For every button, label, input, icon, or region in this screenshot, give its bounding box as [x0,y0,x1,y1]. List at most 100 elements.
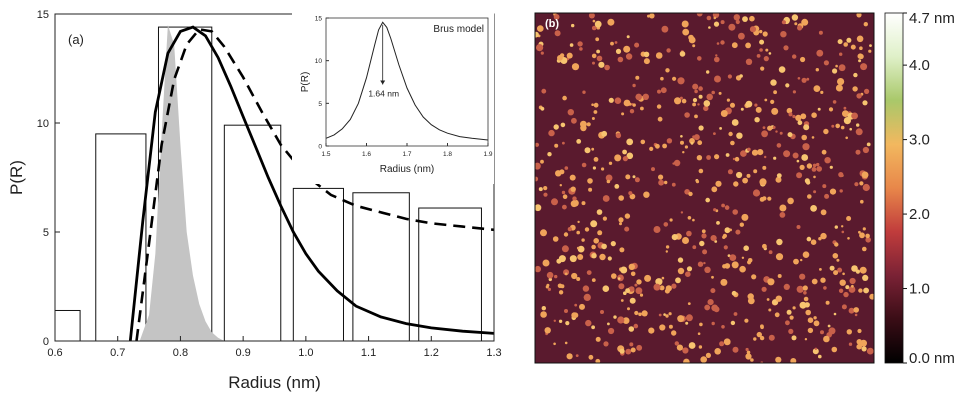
afm-particle [557,55,563,61]
afm-particle [618,283,625,290]
afm-particle [848,342,853,346]
afm-particle [624,226,630,232]
afm-particle [856,93,862,99]
afm-particle [813,175,816,179]
afm-particle [569,174,576,181]
afm-particle [553,124,559,130]
afm-particle [811,167,817,172]
afm-particle [579,246,583,250]
afm-particle [797,120,803,126]
afm-particle [579,303,585,310]
afm-particle [779,131,783,135]
afm-particle [634,310,639,316]
afm-particle [865,233,870,239]
afm-particle [843,106,847,110]
afm-particle [570,186,576,192]
afm-particle [588,187,593,192]
afm-particle [581,201,586,206]
afm-particle [665,250,668,253]
afm-particle [672,162,675,165]
afm-particle [745,347,749,352]
afm-particle [689,138,695,144]
afm-particle [671,283,677,289]
afm-particle [634,177,640,183]
afm-particle [655,278,663,286]
afm-particle [753,337,757,341]
afm-particle [669,218,673,222]
afm-particle [658,179,664,186]
afm-particle [746,350,751,355]
afm-particle [756,331,762,338]
afm-particle [649,146,654,151]
afm-particle [682,237,689,244]
afm-particle [648,327,655,334]
afm-particle [644,274,652,282]
afm-particle [697,332,701,336]
afm-particle [794,22,798,26]
panel-label-b: (b) [545,18,559,30]
afm-particle [838,64,846,72]
afm-particle [535,162,541,170]
afm-particle [813,316,817,320]
afm-particle [730,140,735,146]
afm-particle [831,346,838,353]
inset-y-tick-label-2: 10 [315,58,323,65]
afm-particle [579,47,583,51]
afm-particle [752,189,761,197]
inset-curve [325,21,489,141]
y-tick-label-2: 10 [37,118,49,130]
afm-particle [807,317,814,324]
afm-particle [572,196,577,201]
afm-particle [628,102,632,106]
afm-particle [720,110,728,117]
afm-particle [869,293,874,300]
afm-particle [643,51,650,58]
afm-particle [775,356,782,363]
afm-particle [583,293,591,301]
afm-particle [720,20,725,25]
afm-particle [841,230,845,234]
afm-particle [661,25,669,33]
afm-particle [586,122,591,127]
afm-particle [603,341,609,347]
afm-particle [560,284,565,289]
afm-particle [657,89,661,94]
afm-particle [692,218,695,222]
afm-particle [545,285,549,289]
inset-y-tick-label-1: 5 [318,101,322,108]
afm-particle [562,204,567,210]
afm-particle [621,112,625,116]
afm-particle [535,31,539,38]
afm-particle [541,88,547,94]
afm-particle [721,203,725,208]
afm-particle [588,354,594,360]
afm-particle [672,76,677,81]
afm-particle [642,93,649,101]
afm-particle [768,250,773,255]
afm-particle [740,107,744,111]
afm-particle [632,175,636,179]
y-tick-label-0: 0 [43,336,49,348]
afm-particle [551,198,558,206]
afm-particle [756,54,761,58]
afm-particle [849,277,856,285]
afm-particle [797,25,803,31]
afm-particle [629,342,634,347]
x-tick-label-1: 0.7 [110,347,125,359]
inset-x-axis-label: Radius (nm) [380,164,434,175]
afm-particle [569,43,574,47]
afm-particle [747,147,751,152]
afm-particle [754,117,760,123]
afm-particle [833,312,837,316]
afm-particle [681,98,687,104]
afm-particle [845,136,848,140]
afm-particle [679,51,686,57]
afm-particle [567,227,572,232]
afm-particle [767,125,773,131]
afm-particle [625,348,632,355]
afm-particle [816,166,822,172]
afm-particle [614,41,618,44]
afm-particle [817,107,821,111]
afm-particle [561,245,569,253]
afm-particle [606,179,611,184]
